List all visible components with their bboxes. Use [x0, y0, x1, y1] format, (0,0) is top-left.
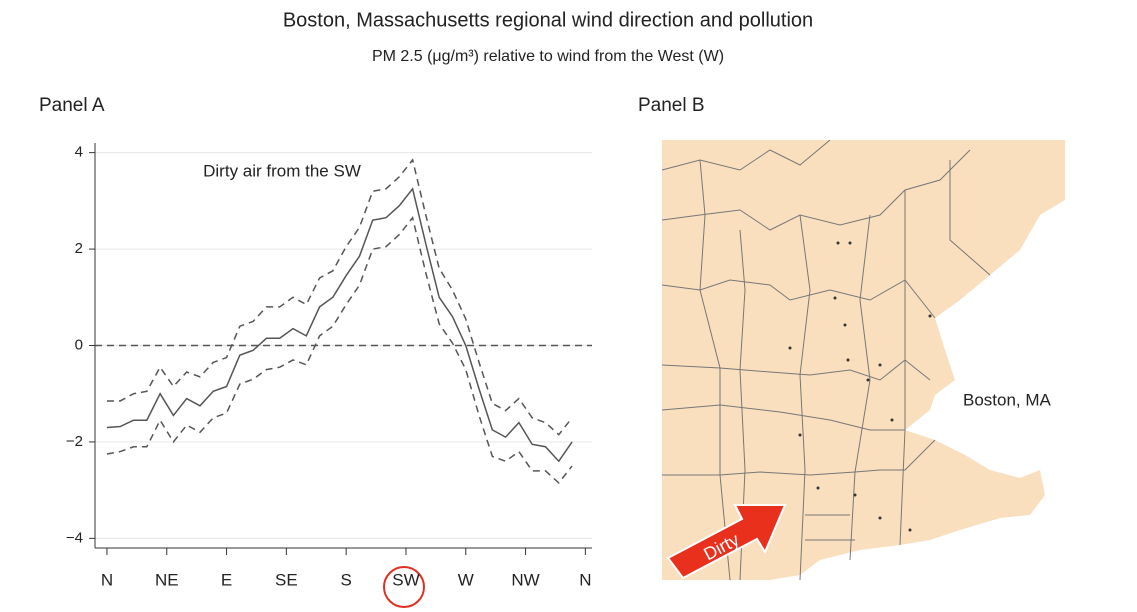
highlight-circle	[383, 566, 425, 608]
ocean	[770, 140, 1065, 580]
x-tick-label: SW	[392, 570, 419, 589]
y-tick-label: 2	[75, 240, 83, 257]
annotation: Dirty air from the SW	[203, 161, 361, 180]
city-label: Boston, MA	[963, 390, 1052, 409]
monitors	[788, 241, 932, 532]
figure-title: Boston, Massachusetts regional wind dire…	[283, 9, 813, 31]
x-tick-label: S	[340, 570, 351, 589]
x-tick-label: N	[579, 570, 591, 589]
y-tick-label: 4	[75, 144, 83, 161]
figure-subtitle: PM 2.5 (μg/m³) relative to wind from the…	[372, 48, 724, 65]
y-tick-label: −2	[66, 433, 83, 450]
x-tick-label: NE	[155, 570, 179, 589]
x-tick-label: N	[101, 570, 113, 589]
panel-b-title: Panel B	[638, 95, 705, 116]
map: Dirty Boston, MA	[661, 139, 1065, 581]
y-tick-label: 0	[75, 336, 83, 353]
panel-a-title: Panel A	[39, 95, 105, 116]
series-line	[106, 187, 573, 463]
boundaries	[661, 139, 991, 581]
series-line	[106, 216, 573, 485]
x-tick-label: SE	[275, 570, 298, 589]
x-tick-label: W	[458, 570, 474, 589]
wind-arrow	[666, 504, 787, 580]
y-tick-label: −4	[66, 529, 83, 546]
x-tick-label: NW	[511, 570, 539, 589]
x-tick-label: E	[221, 570, 232, 589]
series-line	[106, 158, 573, 436]
